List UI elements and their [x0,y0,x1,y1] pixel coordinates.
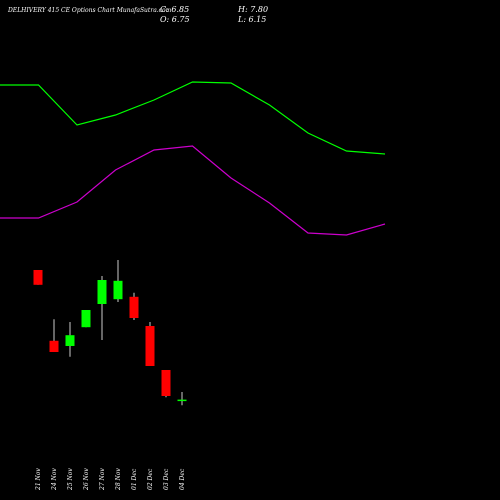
candle-body [65,335,75,346]
x-tick-label: 04 Dec [179,468,186,490]
x-tick-label: 28 Nov [115,468,122,491]
candle-body [33,270,43,285]
chart-title: DELHIVERY 415 CE Options Chart MunafaSut… [7,7,172,14]
ohlc-close: C: 6.85 [160,5,189,14]
x-tick-label: 01 Dec [131,468,138,490]
candle-body [81,310,91,328]
candle-body [129,296,139,318]
x-tick-label: 25 Nov [67,468,74,491]
ohlc-high: H: 7.80 [237,5,268,14]
indicator-line [0,81,386,155]
indicator-line [0,145,386,236]
candle-body [145,326,155,366]
candle-body [97,280,107,304]
x-tick-label: 26 Nov [83,468,90,491]
x-tick-label: 24 Nov [51,468,58,491]
ohlc-open: O: 6.75 [160,15,190,24]
candle-body [161,370,171,396]
x-tick-label: 21 Nov [35,468,42,491]
x-tick-label: 02 Dec [147,468,154,490]
x-tick-label: 03 Dec [163,468,170,490]
ohlc-low: L: 6.15 [237,15,266,24]
candle-body [49,340,59,352]
candle-body [113,280,123,300]
x-tick-label: 27 Nov [99,468,106,491]
candle-body [177,399,187,402]
